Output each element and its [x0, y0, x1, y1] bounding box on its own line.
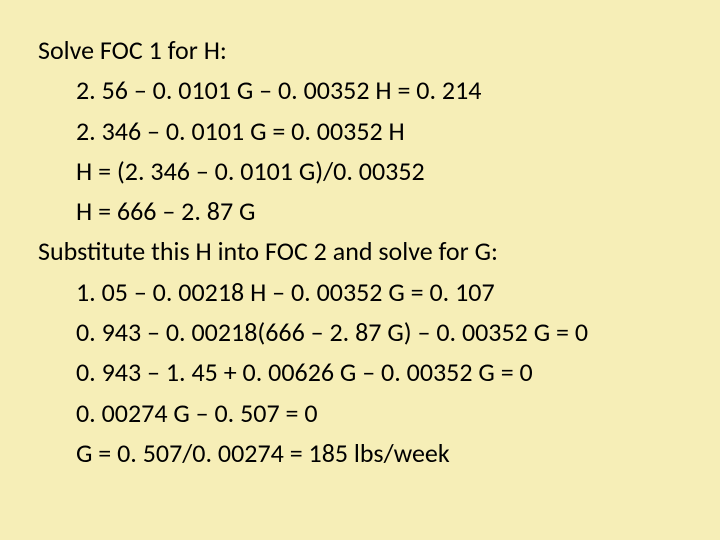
line-10: 0. 00274 G – 0. 507 = 0 [38, 393, 682, 433]
line-8: 0. 943 – 0. 00218(666 – 2. 87 G) – 0. 00… [38, 312, 682, 352]
line-2: 2. 56 – 0. 0101 G – 0. 00352 H = 0. 214 [38, 70, 682, 110]
line-1: Solve FOC 1 for H: [38, 30, 682, 70]
line-11: G = 0. 507/0. 00274 = 185 lbs/week [38, 433, 682, 473]
line-7: 1. 05 – 0. 00218 H – 0. 00352 G = 0. 107 [38, 272, 682, 312]
slide-content: Solve FOC 1 for H: 2. 56 – 0. 0101 G – 0… [0, 0, 720, 540]
line-5: H = 666 – 2. 87 G [38, 191, 682, 231]
line-6: Substitute this H into FOC 2 and solve f… [38, 231, 682, 271]
line-9: 0. 943 – 1. 45 + 0. 00626 G – 0. 00352 G… [38, 352, 682, 392]
line-3: 2. 346 – 0. 0101 G = 0. 00352 H [38, 111, 682, 151]
line-4: H = (2. 346 – 0. 0101 G)/0. 00352 [38, 151, 682, 191]
